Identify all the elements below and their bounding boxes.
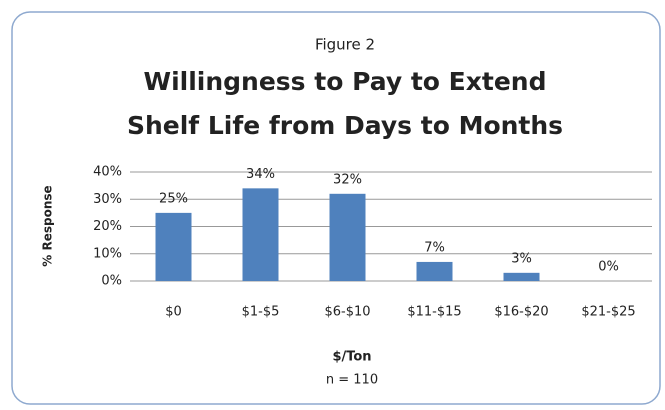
bar	[155, 212, 192, 281]
y-tick-label: 10%	[93, 246, 122, 261]
x-tick-label: $11-$15	[407, 305, 461, 320]
y-tick-label: 20%	[93, 219, 122, 234]
x-tick-label: $6-$10	[324, 305, 370, 320]
x-axis-label: $/Ton	[332, 350, 371, 365]
chart-title: Willingness to Pay to Extend	[144, 67, 547, 96]
y-axis-label: % Response	[41, 185, 55, 266]
bar	[416, 261, 453, 281]
x-tick-label: $1-$5	[242, 305, 280, 320]
data-label: 34%	[246, 167, 275, 182]
data-label: 7%	[424, 240, 445, 255]
x-tick-label: $0	[165, 305, 182, 320]
y-tick-label: 40%	[93, 165, 122, 180]
bar	[242, 188, 279, 281]
note: n = 110	[326, 373, 378, 388]
y-tick-label: 30%	[93, 192, 122, 207]
y-tick-label: 0%	[101, 274, 122, 289]
x-tick-label: $16-$20	[494, 305, 548, 320]
data-label: 25%	[159, 191, 188, 206]
data-label: 32%	[333, 172, 362, 187]
data-label: 0%	[598, 260, 619, 275]
chart-title: Shelf Life from Days to Months	[127, 111, 563, 140]
x-tick-label: $21-$25	[581, 305, 635, 320]
data-label: 3%	[511, 251, 532, 266]
bar	[329, 193, 366, 281]
chart-subtitle: Figure 2	[315, 36, 375, 54]
bar	[503, 272, 540, 281]
